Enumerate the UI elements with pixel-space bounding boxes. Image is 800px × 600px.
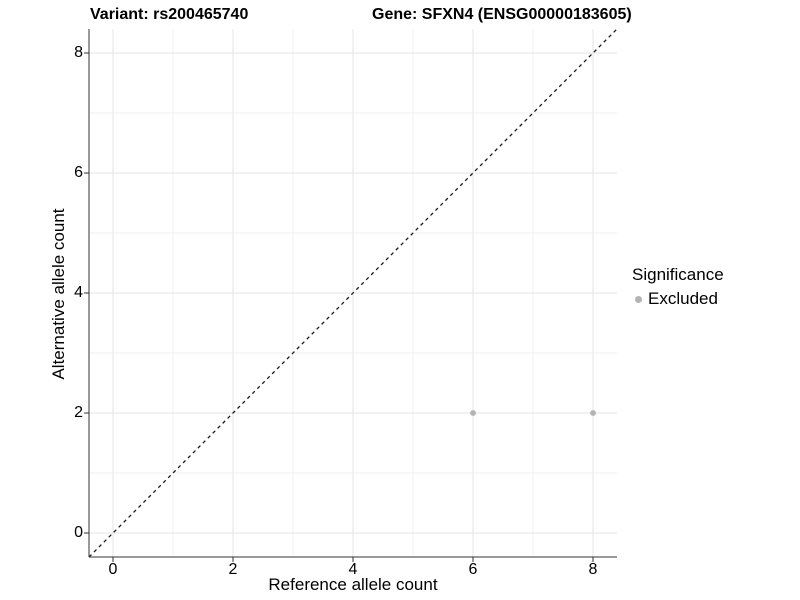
y-tick-label: 0 <box>74 524 83 541</box>
x-tick-label: 2 <box>228 561 238 578</box>
y-tick-label: 6 <box>74 164 83 181</box>
x-tick-label: 6 <box>468 561 478 578</box>
y-tick-label: 8 <box>74 44 83 61</box>
y-tick-label: 2 <box>74 404 83 421</box>
plot-title-gene: Gene: SFXN4 (ENSG00000183605) <box>372 6 632 23</box>
excluded-point-icon <box>635 295 642 303</box>
legend: Significance Excluded <box>632 265 724 309</box>
identity-dashed-line <box>88 28 618 558</box>
x-tick-label: 8 <box>588 561 598 578</box>
legend-item-excluded: Excluded <box>632 289 724 309</box>
x-axis-title: Reference allele count <box>268 575 438 594</box>
x-tick-label: 0 <box>108 561 118 578</box>
y-axis-title: Alternative allele count <box>49 208 68 380</box>
legend-title: Significance <box>632 265 724 284</box>
data-point <box>470 410 476 416</box>
legend-item-label: Excluded <box>648 289 718 308</box>
y-tick-label: 4 <box>74 284 83 301</box>
plot-title-variant: Variant: rs200465740 <box>90 6 249 23</box>
x-tick-label: 4 <box>348 561 358 578</box>
data-point <box>590 410 596 416</box>
